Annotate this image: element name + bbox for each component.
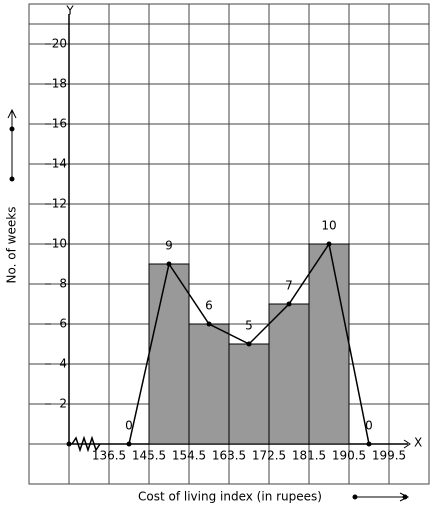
x-tick-label: 199.5 [372,449,406,463]
polygon-point [286,301,292,307]
x-tick-label: 163.5 [212,449,246,463]
bar [228,343,270,445]
bar [148,263,190,445]
y-tick-label: 6 [59,317,67,331]
polygon-point [246,341,252,347]
y-axis-name: Y [65,4,74,18]
y-tick-label: 14 [52,157,67,171]
x-tick-label: 172.5 [252,449,286,463]
bar [308,243,350,445]
bar [268,303,310,445]
data-label: 0 [365,419,373,433]
x-axis-name: X [414,436,422,450]
polygon-point [126,441,132,447]
y-axis-label: No. of weeks [5,207,19,284]
decor-arrow [7,108,410,502]
polygon-point [366,441,372,447]
data-label: 7 [285,279,293,293]
y-tick-label: 12 [52,197,67,211]
data-label: 0 [125,419,133,433]
x-tick-label: 181.5 [292,449,326,463]
y-tick-label: 4 [59,357,67,371]
y-tick-label: 16 [52,117,67,131]
y-tick-label: 10 [52,237,67,251]
data-label: 5 [245,319,253,333]
x-tick-label: 154.5 [172,449,206,463]
x-arrow [403,439,411,449]
polygon-point [166,261,172,267]
polygon-point [206,321,212,327]
origin [66,441,72,447]
data-label: 10 [321,219,336,233]
x-tick-label: 145.5 [132,449,166,463]
y-tick-label: 18 [52,77,67,91]
y-tick-label: 8 [59,277,67,291]
polygon-point [326,241,332,247]
y-tick-label: 20 [52,37,67,51]
x-tick-label: 190.5 [332,449,366,463]
data-label: 6 [205,299,213,313]
x-axis-label: Cost of living index (in rupees) [138,490,322,504]
x-tick-label: 136.5 [92,449,126,463]
bar [188,323,230,445]
y-tick-label: 2 [59,397,67,411]
axis-break [71,435,101,453]
data-label: 9 [165,239,173,253]
